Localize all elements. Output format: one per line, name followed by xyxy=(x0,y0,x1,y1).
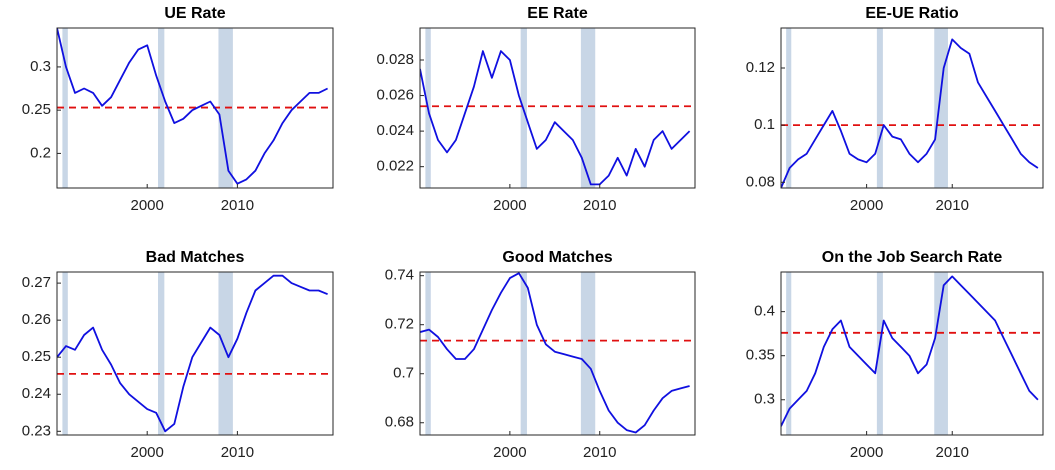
plot-area xyxy=(57,272,333,435)
panel: 0.022 0.024 0.026 0.028 2000 2010 EE Rate xyxy=(376,5,696,214)
shaded-period xyxy=(158,272,165,435)
axes-box xyxy=(419,271,696,436)
series-line xyxy=(57,274,328,433)
y-tick-label: 0.23 xyxy=(22,422,51,439)
x-tick-label: 2000 xyxy=(493,197,526,214)
y-tick-label: 0.08 xyxy=(746,173,775,190)
x-tick-label: 2010 xyxy=(583,444,616,461)
y-tick-label: 0.3 xyxy=(30,58,51,75)
x-tick-label: 2010 xyxy=(936,197,969,214)
chart-title: EE Rate xyxy=(527,5,588,22)
y-tick-label: 0.2 xyxy=(30,144,51,161)
y-tick-label: 0.4 xyxy=(754,303,775,320)
x-tick-label: 2000 xyxy=(493,444,526,461)
panel: 0.68 0.7 0.72 0.74 2000 2010 Good Matches xyxy=(385,249,696,461)
plot-area xyxy=(57,28,333,188)
y-tick-label: 0.74 xyxy=(385,267,414,284)
shaded-period xyxy=(62,272,68,435)
x-tick-label: 2000 xyxy=(131,197,164,214)
y-tick-label: 0.24 xyxy=(22,385,51,402)
series-line xyxy=(420,272,690,434)
y-tick-label: 0.1 xyxy=(754,116,775,133)
shaded-period xyxy=(876,28,883,188)
x-tick-label: 2010 xyxy=(583,197,616,214)
y-tick-label: 0.25 xyxy=(22,348,51,365)
shaded-period xyxy=(786,28,792,188)
y-tick-label: 0.7 xyxy=(393,365,414,382)
plot-area xyxy=(420,28,695,188)
y-tick-label: 0.024 xyxy=(376,122,414,139)
y-tick-label: 0.35 xyxy=(746,347,775,364)
shaded-period xyxy=(580,28,596,188)
shaded-period xyxy=(158,28,165,188)
plot-area xyxy=(781,28,1043,188)
y-tick-label: 0.25 xyxy=(22,101,51,118)
series-line xyxy=(420,50,691,186)
chart-title: UE Rate xyxy=(164,5,225,22)
chart-title: Bad Matches xyxy=(146,249,245,266)
chart-title: Good Matches xyxy=(502,249,612,266)
shaded-period xyxy=(425,272,431,435)
shaded-period xyxy=(520,272,527,435)
x-tick-label: 2000 xyxy=(131,444,164,461)
y-tick-label: 0.026 xyxy=(376,87,414,104)
y-tick-label: 0.12 xyxy=(746,59,775,76)
panel: 0.3 0.35 0.4 2000 2010 On the Job Search Rate xyxy=(746,249,1044,461)
y-tick-label: 0.26 xyxy=(22,311,51,328)
axes-box xyxy=(780,271,1044,436)
x-tick-label: 2000 xyxy=(850,197,883,214)
panel: 0.08 0.1 0.12 2000 2010 EE-UE Ratio xyxy=(746,5,1044,214)
shaded-period xyxy=(786,272,792,435)
plot-area xyxy=(781,272,1043,435)
series-line xyxy=(781,38,1039,188)
x-tick-label: 2010 xyxy=(221,444,254,461)
shaded-period xyxy=(62,28,68,188)
axes-box xyxy=(56,271,334,436)
y-tick-label: 0.022 xyxy=(376,158,414,175)
plot-area xyxy=(420,272,695,435)
shaded-period xyxy=(580,272,596,435)
chart-title: EE-UE Ratio xyxy=(865,5,959,22)
y-tick-label: 0.27 xyxy=(22,274,51,291)
shaded-period xyxy=(934,28,948,188)
shaded-period xyxy=(218,272,233,435)
panel: 0.23 0.24 0.25 0.26 0.27 2000 2010 Bad Matches xyxy=(22,249,334,461)
y-tick-label: 0.72 xyxy=(385,316,414,333)
panel: 0.2 0.25 0.3 2000 2010 UE Rate xyxy=(22,5,334,214)
series-line xyxy=(781,275,1039,427)
series-line xyxy=(57,28,328,185)
chart-title: On the Job Search Rate xyxy=(822,249,1003,266)
x-tick-label: 2010 xyxy=(221,197,254,214)
axes-box xyxy=(780,27,1044,189)
axes-box xyxy=(419,27,696,189)
shaded-period xyxy=(876,272,883,435)
shaded-period xyxy=(934,272,948,435)
y-tick-label: 0.028 xyxy=(376,51,414,68)
x-tick-label: 2000 xyxy=(850,444,883,461)
y-tick-label: 0.68 xyxy=(385,414,414,431)
axes-box xyxy=(56,27,334,189)
y-tick-label: 0.3 xyxy=(754,391,775,408)
x-tick-label: 2010 xyxy=(936,444,969,461)
